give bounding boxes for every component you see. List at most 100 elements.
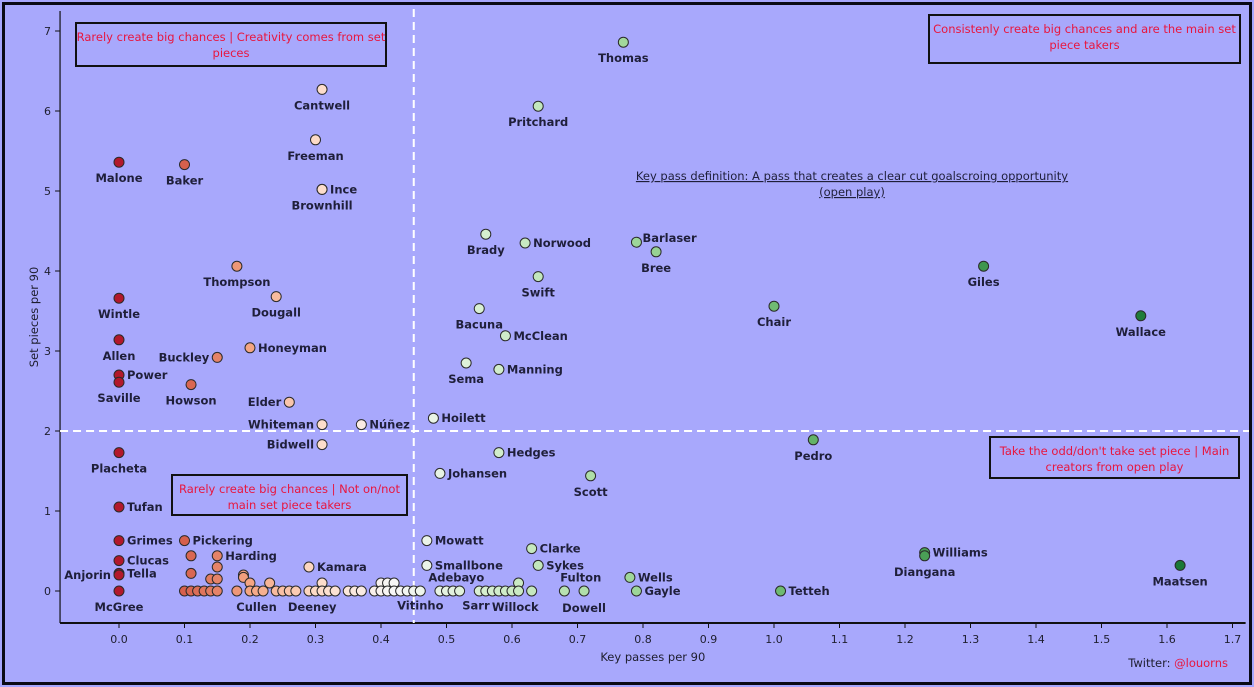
point-label: Wells <box>638 570 673 584</box>
key-pass-definition-line1: Key pass definition: A pass that creates… <box>636 169 1068 183</box>
data-point <box>499 330 511 342</box>
annotation-top-right-box <box>928 14 1241 64</box>
point-label: Núñez <box>369 418 410 432</box>
data-point <box>113 334 125 346</box>
point-label: Swift <box>522 286 556 300</box>
point-label: Johansen <box>447 466 507 480</box>
annotation-top-left-line2: pieces <box>213 46 250 60</box>
data-point <box>264 577 276 589</box>
point-label: Malone <box>95 171 142 185</box>
data-point <box>185 379 197 391</box>
y-tick-label: 5 <box>44 185 51 198</box>
annotation-bottom-right-line2: creators from open play <box>1046 460 1184 474</box>
x-tick-label: 0.9 <box>700 633 718 646</box>
point-label: Baker <box>166 174 204 188</box>
data-point <box>113 555 125 567</box>
point-label: Clarke <box>540 542 581 556</box>
annotation-top-left-box <box>75 22 387 67</box>
point-label: Barlaser <box>642 231 697 245</box>
x-axis-title: Key passes per 90 <box>600 650 705 664</box>
axes: 0.0 0.1 0.2 0.3 0.4 0.5 0.6 0.7 0.8 0.9 1.0 1.1 1.2 1… <box>27 11 1246 664</box>
point-label: Honeyman <box>258 341 327 355</box>
data-point <box>270 291 282 303</box>
point-label: Pickering <box>193 534 253 548</box>
data-point <box>355 419 367 431</box>
x-tick-label: 0.4 <box>372 633 390 646</box>
scatter-chart: 0.0 0.1 0.2 0.3 0.4 0.5 0.6 0.7 0.8 0.9 1.0 1.1 1.2 1… <box>27 5 1249 670</box>
point-label: Wintle <box>98 307 140 321</box>
point-label: Allen <box>103 349 136 363</box>
data-point <box>532 100 544 112</box>
x-tick-label: 1.3 <box>962 633 980 646</box>
data-point <box>231 585 243 597</box>
data-point <box>558 585 570 597</box>
point-label: Howson <box>166 394 217 408</box>
y-tick-label: 1 <box>44 505 51 518</box>
data-point <box>211 585 223 597</box>
reference-lines <box>60 5 1249 623</box>
x-tick-label: 0.3 <box>307 633 325 646</box>
annotation-top-right-line2: piece takers <box>1049 38 1119 52</box>
point-label: Whiteman <box>248 418 314 432</box>
data-point <box>526 585 538 597</box>
data-point <box>211 550 223 562</box>
data-point <box>113 156 125 168</box>
annotation-bottom-left-line2: main set piece takers <box>228 498 352 512</box>
data-point <box>316 83 328 95</box>
data-point <box>650 246 662 258</box>
data-point <box>283 396 295 408</box>
data-point <box>414 585 426 597</box>
point-label: Grimes <box>127 534 173 548</box>
x-tick-label: 1.4 <box>1027 633 1045 646</box>
x-tick-label: 0.2 <box>241 633 259 646</box>
x-tick-label: 1.5 <box>1093 633 1111 646</box>
data-point <box>290 585 302 597</box>
annotation-top-left-line1: Rarely create big chances | Creativity c… <box>77 30 386 44</box>
y-tick-label: 3 <box>44 345 51 358</box>
credit-prefix: Twitter: <box>1127 656 1174 670</box>
x-tick-label: 0.5 <box>438 633 456 646</box>
y-axis-title: Set pieces per 90 <box>27 267 41 368</box>
point-label: Sykes <box>546 558 584 572</box>
points <box>113 36 1186 597</box>
data-point <box>113 535 125 547</box>
data-point <box>257 585 269 597</box>
data-point <box>807 434 819 446</box>
annotation-bottom-right-box <box>989 436 1240 479</box>
y-tick-label: 6 <box>44 105 51 118</box>
data-point <box>526 543 538 555</box>
data-point <box>532 559 544 571</box>
data-point <box>329 585 341 597</box>
y-tick-label: 4 <box>44 265 51 278</box>
data-point <box>211 351 223 363</box>
point-label: Scott <box>574 485 608 499</box>
annotations: Rarely create big chances | Creativity c… <box>75 14 1241 670</box>
point-label: Norwood <box>533 236 591 250</box>
point-label: Kamara <box>317 560 367 574</box>
data-point <box>624 571 636 583</box>
data-point <box>355 585 367 597</box>
point-label: Manning <box>507 362 563 376</box>
point-label: Brownhill <box>291 198 352 212</box>
credit-handle[interactable]: @louorns <box>1174 656 1228 670</box>
point-label: Fulton <box>560 570 601 584</box>
point-label: Saville <box>97 391 140 405</box>
point-label: Clucas <box>127 554 169 568</box>
data-point <box>310 134 321 146</box>
data-point <box>768 300 780 312</box>
x-tick-label: 0.1 <box>176 633 194 646</box>
data-point <box>493 363 505 375</box>
data-point <box>630 585 642 597</box>
point-label: Smallbone <box>435 558 503 572</box>
data-point <box>179 535 190 547</box>
data-point <box>421 559 433 571</box>
point-label: Vitinho <box>397 598 443 612</box>
data-point <box>775 585 787 597</box>
x-tick-label: 1.1 <box>831 633 849 646</box>
point-label: Bree <box>641 261 671 275</box>
point-label: Maatsen <box>1152 574 1207 588</box>
data-point <box>185 567 197 579</box>
data-point <box>231 260 243 272</box>
key-pass-definition-line2: (open play) <box>819 185 885 199</box>
data-point <box>454 585 466 597</box>
